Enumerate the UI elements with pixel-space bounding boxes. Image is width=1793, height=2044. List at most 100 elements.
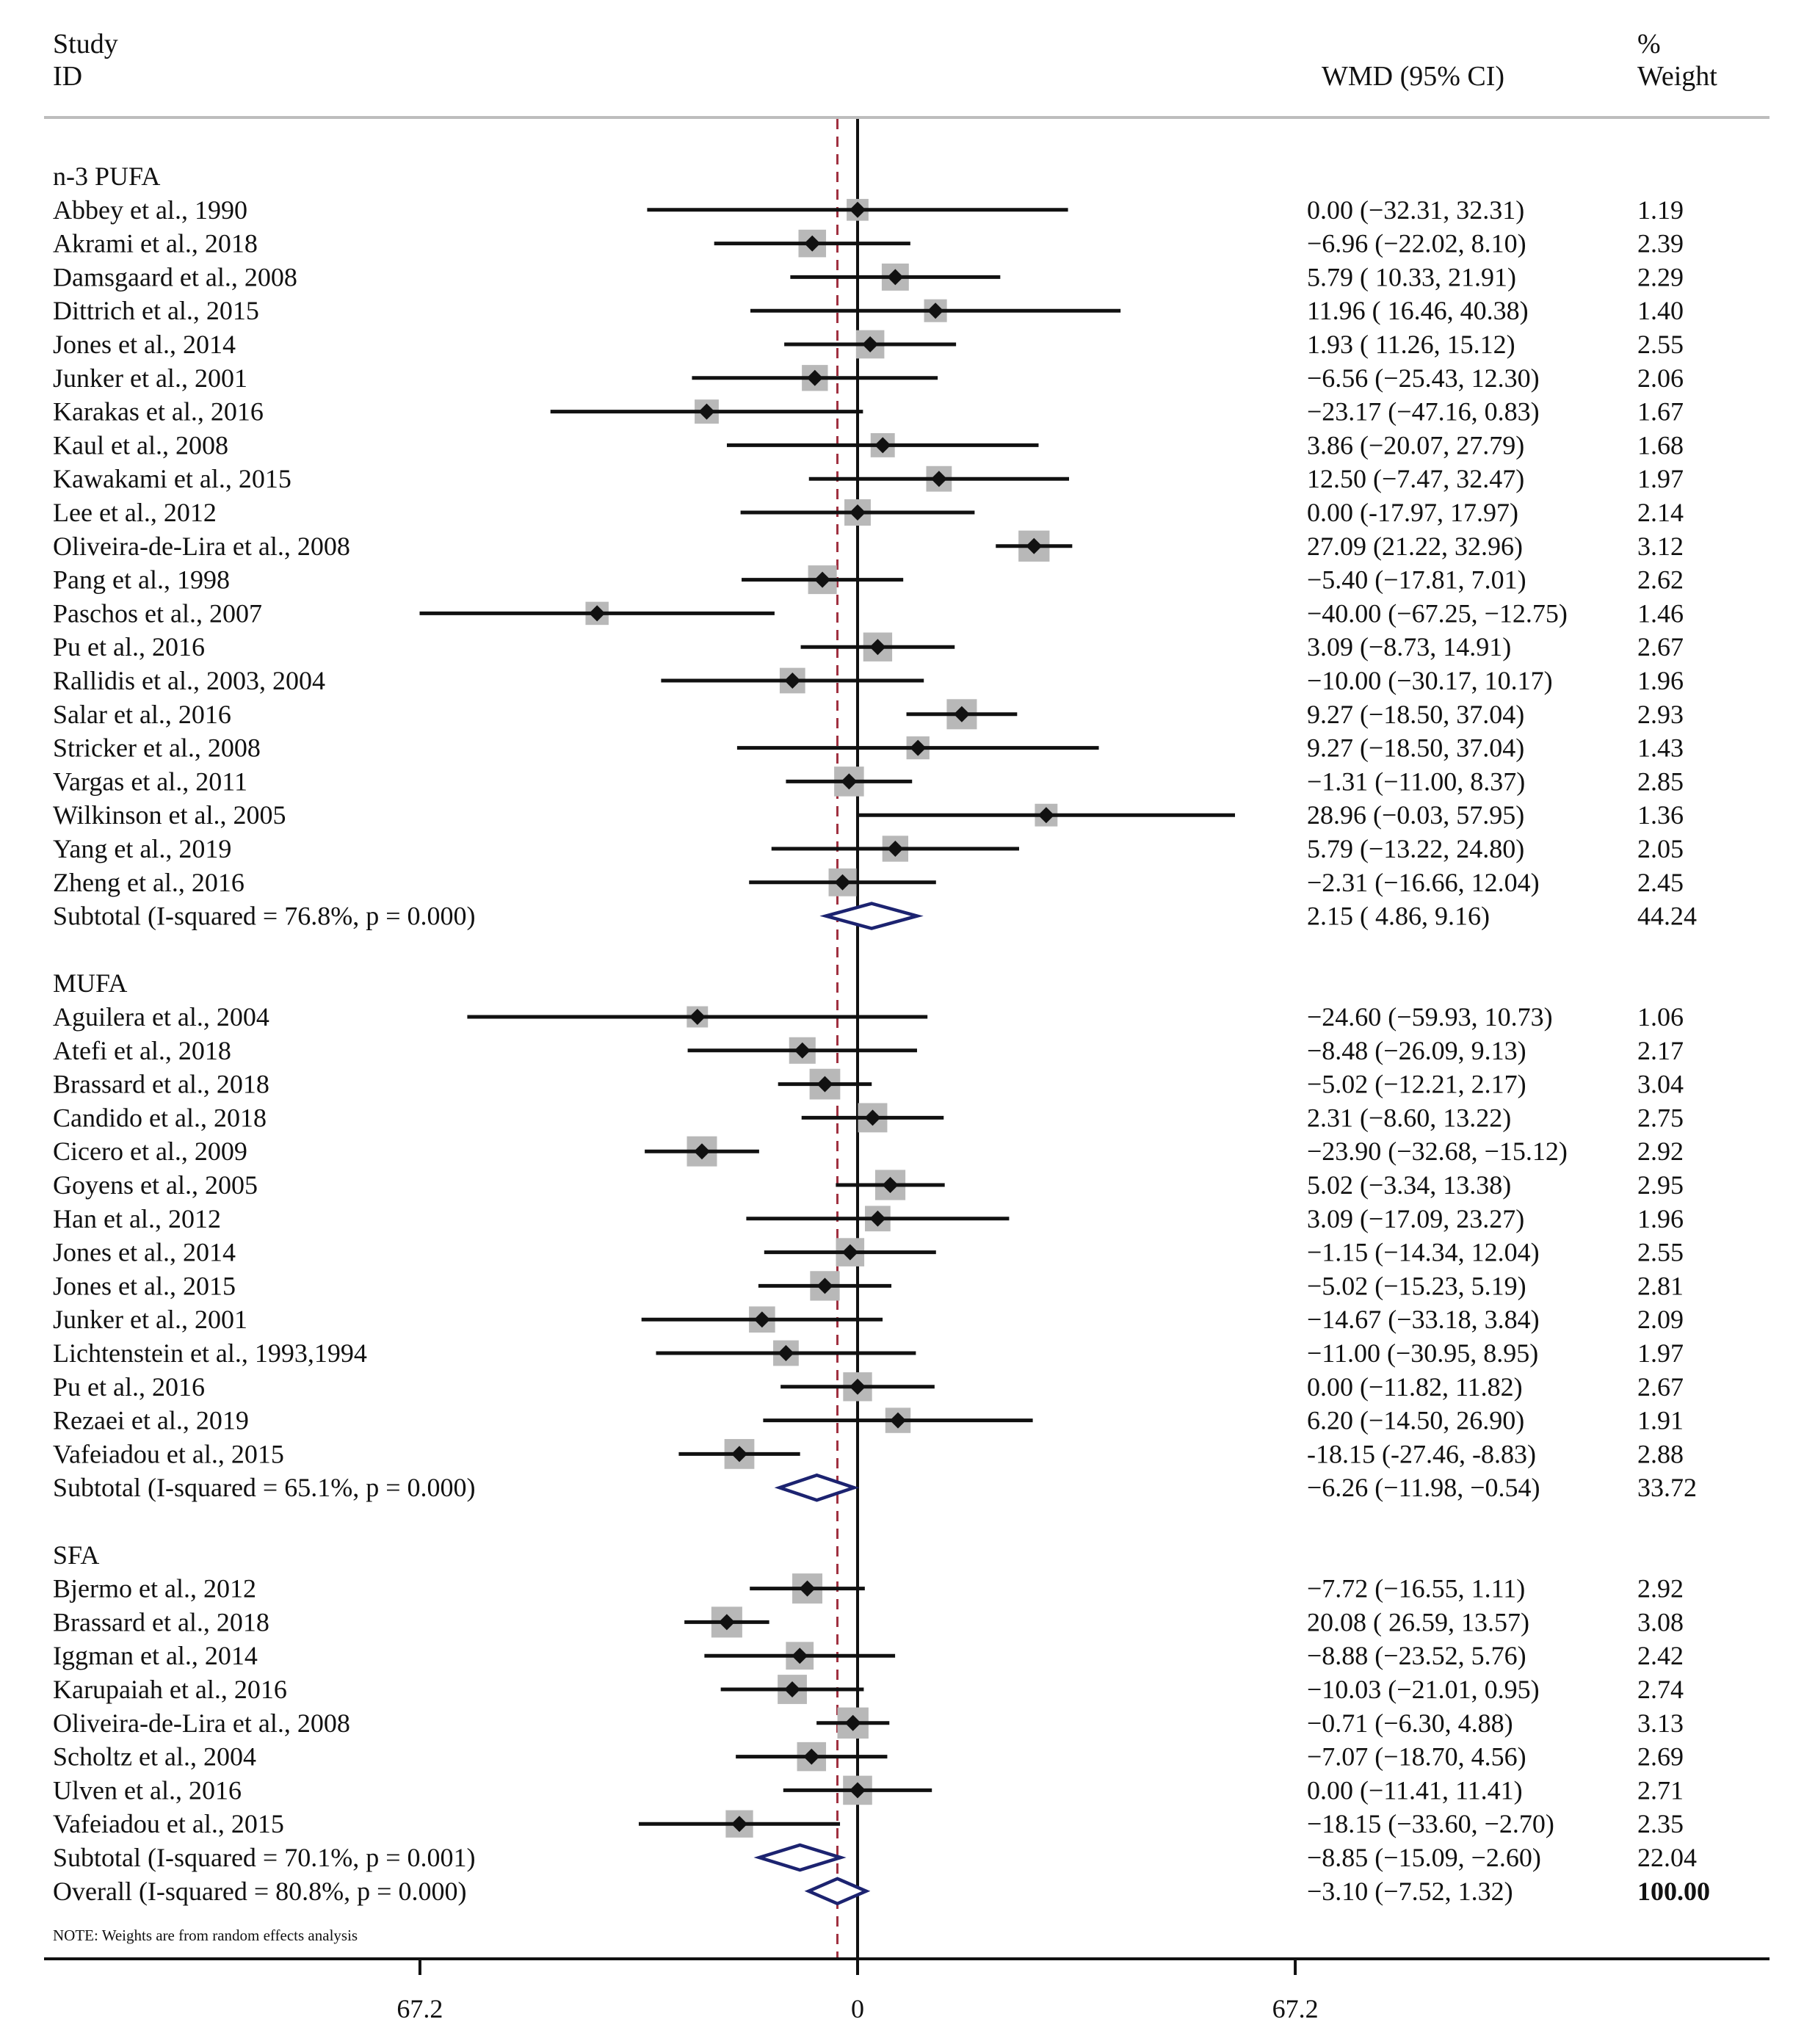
ci-value: 9.27 (−18.50, 37.04) — [1307, 700, 1524, 729]
ci-value: 3.86 (−20.07, 27.79) — [1307, 430, 1524, 460]
ci-value: 2.31 (−8.60, 13.22) — [1307, 1103, 1511, 1132]
point-estimate — [850, 504, 866, 521]
point-estimate — [841, 1244, 858, 1261]
study-row: Junker et al., 2001 −6.56 (−25.43, 12.30)… — [53, 363, 1684, 393]
study-label: Jones et al., 2014 — [53, 1238, 236, 1267]
point-estimate — [589, 605, 606, 622]
weight-value: 2.42 — [1637, 1641, 1684, 1670]
study-row: Goyens et al., 2005 5.02 (−3.34, 13.38) 2.… — [53, 1170, 1684, 1200]
weight-value: 1.19 — [1637, 195, 1684, 225]
ci-value: 1.93 ( 11.26, 15.12) — [1307, 330, 1515, 359]
ci-value: -18.15 (-27.46, -8.83) — [1307, 1439, 1536, 1468]
study-label: Abbey et al., 1990 — [53, 195, 247, 225]
x-tick-label: 67.2 — [1272, 1994, 1319, 2023]
study-row: Damsgaard et al., 2008 5.79 ( 10.33, 21.9… — [53, 262, 1684, 291]
study-label: Pu et al., 2016 — [53, 1372, 205, 1402]
weight-value: 1.96 — [1637, 1204, 1684, 1233]
weight-value: 2.81 — [1637, 1271, 1684, 1300]
point-estimate — [850, 201, 866, 218]
study-row: Jones et al., 2015 −5.02 (−15.23, 5.19) 2.… — [53, 1271, 1684, 1301]
point-estimate — [953, 706, 970, 722]
study-label: Bjermo et al., 2012 — [53, 1574, 256, 1603]
study-row: Ulven et al., 2016 0.00 (−11.41, 11.41) 2.… — [53, 1775, 1684, 1805]
weight-value: 2.35 — [1637, 1809, 1684, 1838]
ci-value: −7.72 (−16.55, 1.11) — [1307, 1574, 1525, 1603]
study-label: Zheng et al., 2016 — [53, 868, 245, 897]
study-label: Aguilera et al., 2004 — [53, 1002, 269, 1032]
subtotal-label: Subtotal (I-squared = 70.1%, p = 0.001) — [53, 1843, 476, 1872]
study-label: Jones et al., 2015 — [53, 1271, 236, 1300]
header-study: Study — [53, 29, 118, 59]
study-row: Kawakami et al., 2015 12.50 (−7.47, 32.47… — [53, 464, 1684, 493]
x-tick-label: 67.2 — [396, 1994, 443, 2023]
x-axis: 67.2 0 67.2 — [44, 1957, 1770, 2023]
weight-value: 2.74 — [1637, 1675, 1684, 1704]
group-heading: n-3 PUFA — [53, 162, 160, 191]
weight-value: 1.67 — [1637, 397, 1684, 427]
study-label: Candido et al., 2018 — [53, 1103, 267, 1132]
ci-value: −24.60 (−59.93, 10.73) — [1307, 1002, 1553, 1032]
study-label: Lichtenstein et al., 1993,1994 — [53, 1338, 367, 1368]
study-row: Dittrich et al., 2015 11.96 ( 16.46, 40.3… — [53, 296, 1684, 325]
weight-value: 2.85 — [1637, 766, 1684, 796]
study-row: Cicero et al., 2009 −23.90 (−32.68, −15.1… — [53, 1136, 1684, 1167]
ci-value: −23.17 (−47.16, 0.83) — [1307, 397, 1540, 427]
study-row: Lee et al., 2012 0.00 (-17.97, 17.97) 2.14 — [53, 498, 1684, 527]
ci-value: −10.03 (−21.01, 0.95) — [1307, 1675, 1540, 1704]
overall-label: Overall (I-squared = 80.8%, p = 0.000) — [53, 1877, 466, 1906]
weight-value: 2.69 — [1637, 1742, 1684, 1772]
study-label: Iggman et al., 2014 — [53, 1641, 258, 1670]
header-weight: Weight — [1637, 61, 1717, 92]
point-estimate — [803, 1748, 820, 1765]
study-row: Pu et al., 2016 3.09 (−8.73, 14.91) 2.67 — [53, 632, 1684, 662]
study-label: Stricker et al., 2008 — [53, 733, 261, 763]
weight-value: 1.97 — [1637, 1338, 1684, 1368]
study-label: Rezaei et al., 2019 — [53, 1406, 249, 1435]
study-row: Brassard et al., 2018 20.08 ( 26.59, 13.… — [53, 1606, 1684, 1638]
weight-value: 1.68 — [1637, 430, 1684, 460]
ci-value: −23.90 (−32.68, −15.12) — [1307, 1137, 1568, 1166]
study-row: Abbey et al., 1990 0.00 (−32.31, 32.31) 1.… — [53, 195, 1684, 225]
weight-value: 2.05 — [1637, 834, 1684, 863]
study-row: Akrami et al., 2018 −6.96 (−22.02, 8.10) 2… — [53, 229, 1684, 258]
ci-value: −5.40 (−17.81, 7.01) — [1307, 565, 1526, 595]
point-estimate — [792, 1648, 808, 1664]
point-estimate — [850, 1378, 866, 1395]
weight-value: 3.04 — [1637, 1070, 1684, 1099]
point-estimate — [1037, 807, 1054, 824]
group-heading: SFA — [53, 1540, 99, 1570]
point-estimate — [887, 841, 904, 857]
point-estimate — [731, 1816, 748, 1833]
ci-value: 5.02 (−3.34, 13.38) — [1307, 1170, 1511, 1200]
weight-value: 2.39 — [1637, 229, 1684, 258]
group-heading: MUFA — [53, 968, 127, 998]
subtotal-diamond — [753, 1843, 847, 1872]
study-row: Junker et al., 2001 −14.67 (−33.18, 3.84)… — [53, 1305, 1684, 1334]
ci-value: −5.02 (−15.23, 5.19) — [1307, 1271, 1526, 1300]
point-estimate — [869, 639, 886, 656]
study-row: Jones et al., 2014 −1.15 (−14.34, 12.04) 2… — [53, 1238, 1684, 1267]
study-row: Aguilera et al., 2004 −24.60 (−59.93, 10.… — [53, 1002, 1684, 1032]
point-estimate — [814, 571, 831, 588]
point-estimate — [887, 269, 904, 286]
ci-value: −6.56 (−25.43, 12.30) — [1307, 363, 1540, 393]
plot-lines — [836, 119, 859, 1959]
study-label: Pu et al., 2016 — [53, 632, 205, 662]
study-row: Oliveira-de-Lira et al., 2008 27.09 (21.2… — [53, 530, 1684, 562]
ci-value: 3.09 (−17.09, 23.27) — [1307, 1204, 1524, 1233]
overall-row: Overall (I-squared = 80.8%, p = 0.000) −3… — [53, 1877, 1710, 1906]
point-estimate — [694, 1143, 711, 1160]
subtotal-label: Subtotal (I-squared = 65.1%, p = 0.000) — [53, 1473, 476, 1502]
ci-value: −8.48 (−26.09, 9.13) — [1307, 1036, 1526, 1065]
weight-value: 1.91 — [1637, 1406, 1684, 1435]
weight-value: 3.08 — [1637, 1607, 1684, 1637]
study-label: Goyens et al., 2005 — [53, 1170, 258, 1200]
subtotal-row: Subtotal (I-squared = 65.1%, p = 0.000) −… — [53, 1473, 1697, 1502]
subtotal-weight-value: 22.04 — [1637, 1843, 1697, 1872]
point-estimate — [864, 1109, 881, 1126]
weight-value: 3.12 — [1637, 532, 1684, 561]
study-label: Atefi et al., 2018 — [53, 1036, 231, 1065]
subtotal-diamond — [819, 902, 924, 930]
weight-value: 2.71 — [1637, 1775, 1684, 1805]
